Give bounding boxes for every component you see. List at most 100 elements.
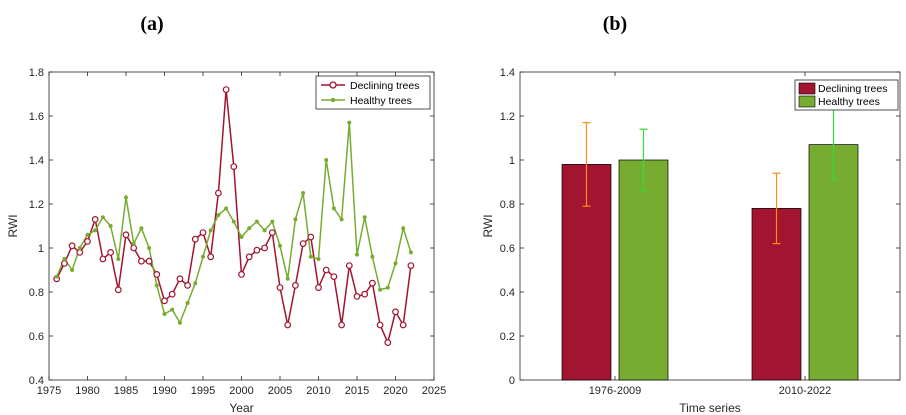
declining-data-point [91,215,99,223]
y-tick-label: 0.8 [500,199,515,211]
legend-declining-marker [329,81,337,89]
panel-label-b: (b) [603,13,627,35]
healthy-data-point [231,219,236,224]
x-tick-label: 1975 [37,385,61,397]
healthy-data-point [154,283,159,288]
x-tick-label: 2025 [422,385,446,397]
declining-data-point [315,284,322,292]
y-tick-label: 1.8 [29,67,44,79]
declining-data-point [338,321,346,329]
declining-data-point [268,229,276,237]
declining-data-point [222,86,230,93]
x-tick-label: 1990 [152,385,176,397]
declining-data-point [307,233,315,241]
y-tick-label: 1.6 [29,111,44,123]
healthy-data-point [170,307,175,312]
healthy-data-point [116,257,121,261]
healthy-data-point [208,228,213,233]
healthy-data-point [324,158,329,162]
healthy-data-point [254,219,259,224]
healthy-data-point [385,285,390,290]
declining-data-point [276,284,284,292]
declining-data-point [76,248,84,256]
declining-data-point [407,262,415,270]
y-tick-label: 0.2 [500,331,515,343]
y-tick-label: 1.4 [29,155,44,167]
declining-data-point [238,271,245,278]
legend-healthy-label: Healthy trees [350,95,412,107]
declining-data-point [191,235,199,243]
healthy-data-point [201,254,205,259]
healthy-data-point [239,235,244,239]
declining-data-point [369,279,376,287]
declining-data-point [284,321,292,329]
healthy-data-point [347,120,352,125]
x-tick-label: 2015 [345,385,369,397]
declining-data-point [145,257,153,265]
line-chart-legend: Declining trees Healthy trees [315,75,431,110]
y-tick-label: 1.4 [500,67,515,79]
healthy-data-point [247,226,252,231]
bar-chart-ylabel: RWI [481,214,495,237]
y-tick-label: 1 [38,243,44,255]
healthy-data-point [301,191,306,195]
declining-data-point [392,308,399,316]
bar-chart-bars [561,108,859,381]
line-chart: 1975 1980 1985 1990 1995 2000 2005 2010 2015 2020… [6,67,446,415]
declining-data-point [214,189,222,197]
declining-data-point [137,257,145,265]
x-category-label: 2010-2022 [779,385,832,397]
bar-chart-ticks: 0 0.2 0.4 0.6 0.8 1 1.2 1.4 1976-2009 2010-2022 [500,67,900,397]
y-tick-label: 0.8 [29,287,44,299]
declining-data-point [199,229,207,237]
y-tick-label: 1.2 [500,111,515,123]
y-tick-label: 1 [509,155,515,167]
legend-declining-bar-swatch [798,82,816,95]
healthy-data-point [162,312,167,316]
healthy-data-point [339,217,344,222]
healthy-data-point [370,254,375,259]
x-tick-label: 1980 [75,385,99,397]
declining-data-point [399,321,407,329]
declining-data-point [261,244,269,252]
declining-data-point [322,266,330,274]
panel-label-a: (a) [140,13,163,35]
healthy-data-point [185,301,190,305]
declining-data-point [99,255,107,263]
declining-data-point [353,293,361,300]
legend-healthy-marker [330,97,336,103]
y-tick-label: 0.6 [500,243,515,255]
declining-data-point [245,253,253,261]
healthy-data-point [378,287,383,292]
x-tick-label: 2005 [268,385,292,397]
declining-data-point [184,282,192,289]
healthy-data-point [362,215,367,220]
declining-data-point [153,271,161,278]
legend-healthy-bar-swatch [798,95,816,108]
declining-data-point [61,260,68,267]
x-tick-label: 1985 [114,385,138,397]
bar-chart-xlabel: Time series [679,401,741,415]
declining-data-point [345,262,353,270]
healthy-data-point [355,252,359,257]
y-tick-label: 0.4 [500,287,515,299]
healthy-data-point [54,274,59,279]
y-tick-label: 1.2 [29,199,44,211]
declining-data-point [107,248,114,256]
x-category-label: 1976-2009 [589,385,642,397]
line-chart-xlabel: Year [229,401,253,415]
y-tick-label: 0.6 [29,331,44,343]
healthy-data-point [124,195,128,200]
declining-data-point [168,290,176,298]
declining-data-point [253,246,261,254]
healthy-bar [618,159,669,381]
healthy-data-point [139,226,144,231]
healthy-data-point [224,206,229,211]
healthy-data-point [147,246,152,250]
line-chart-ylabel: RWI [6,214,20,237]
bar-chart: 0 0.2 0.4 0.6 0.8 1 1.2 1.4 1976-2009 2010-2022 T… [481,67,901,415]
healthy-data-point [93,228,98,233]
line-chart-plot-area [48,71,435,381]
x-tick-label: 2020 [383,385,407,397]
declining-data-point [122,231,130,239]
